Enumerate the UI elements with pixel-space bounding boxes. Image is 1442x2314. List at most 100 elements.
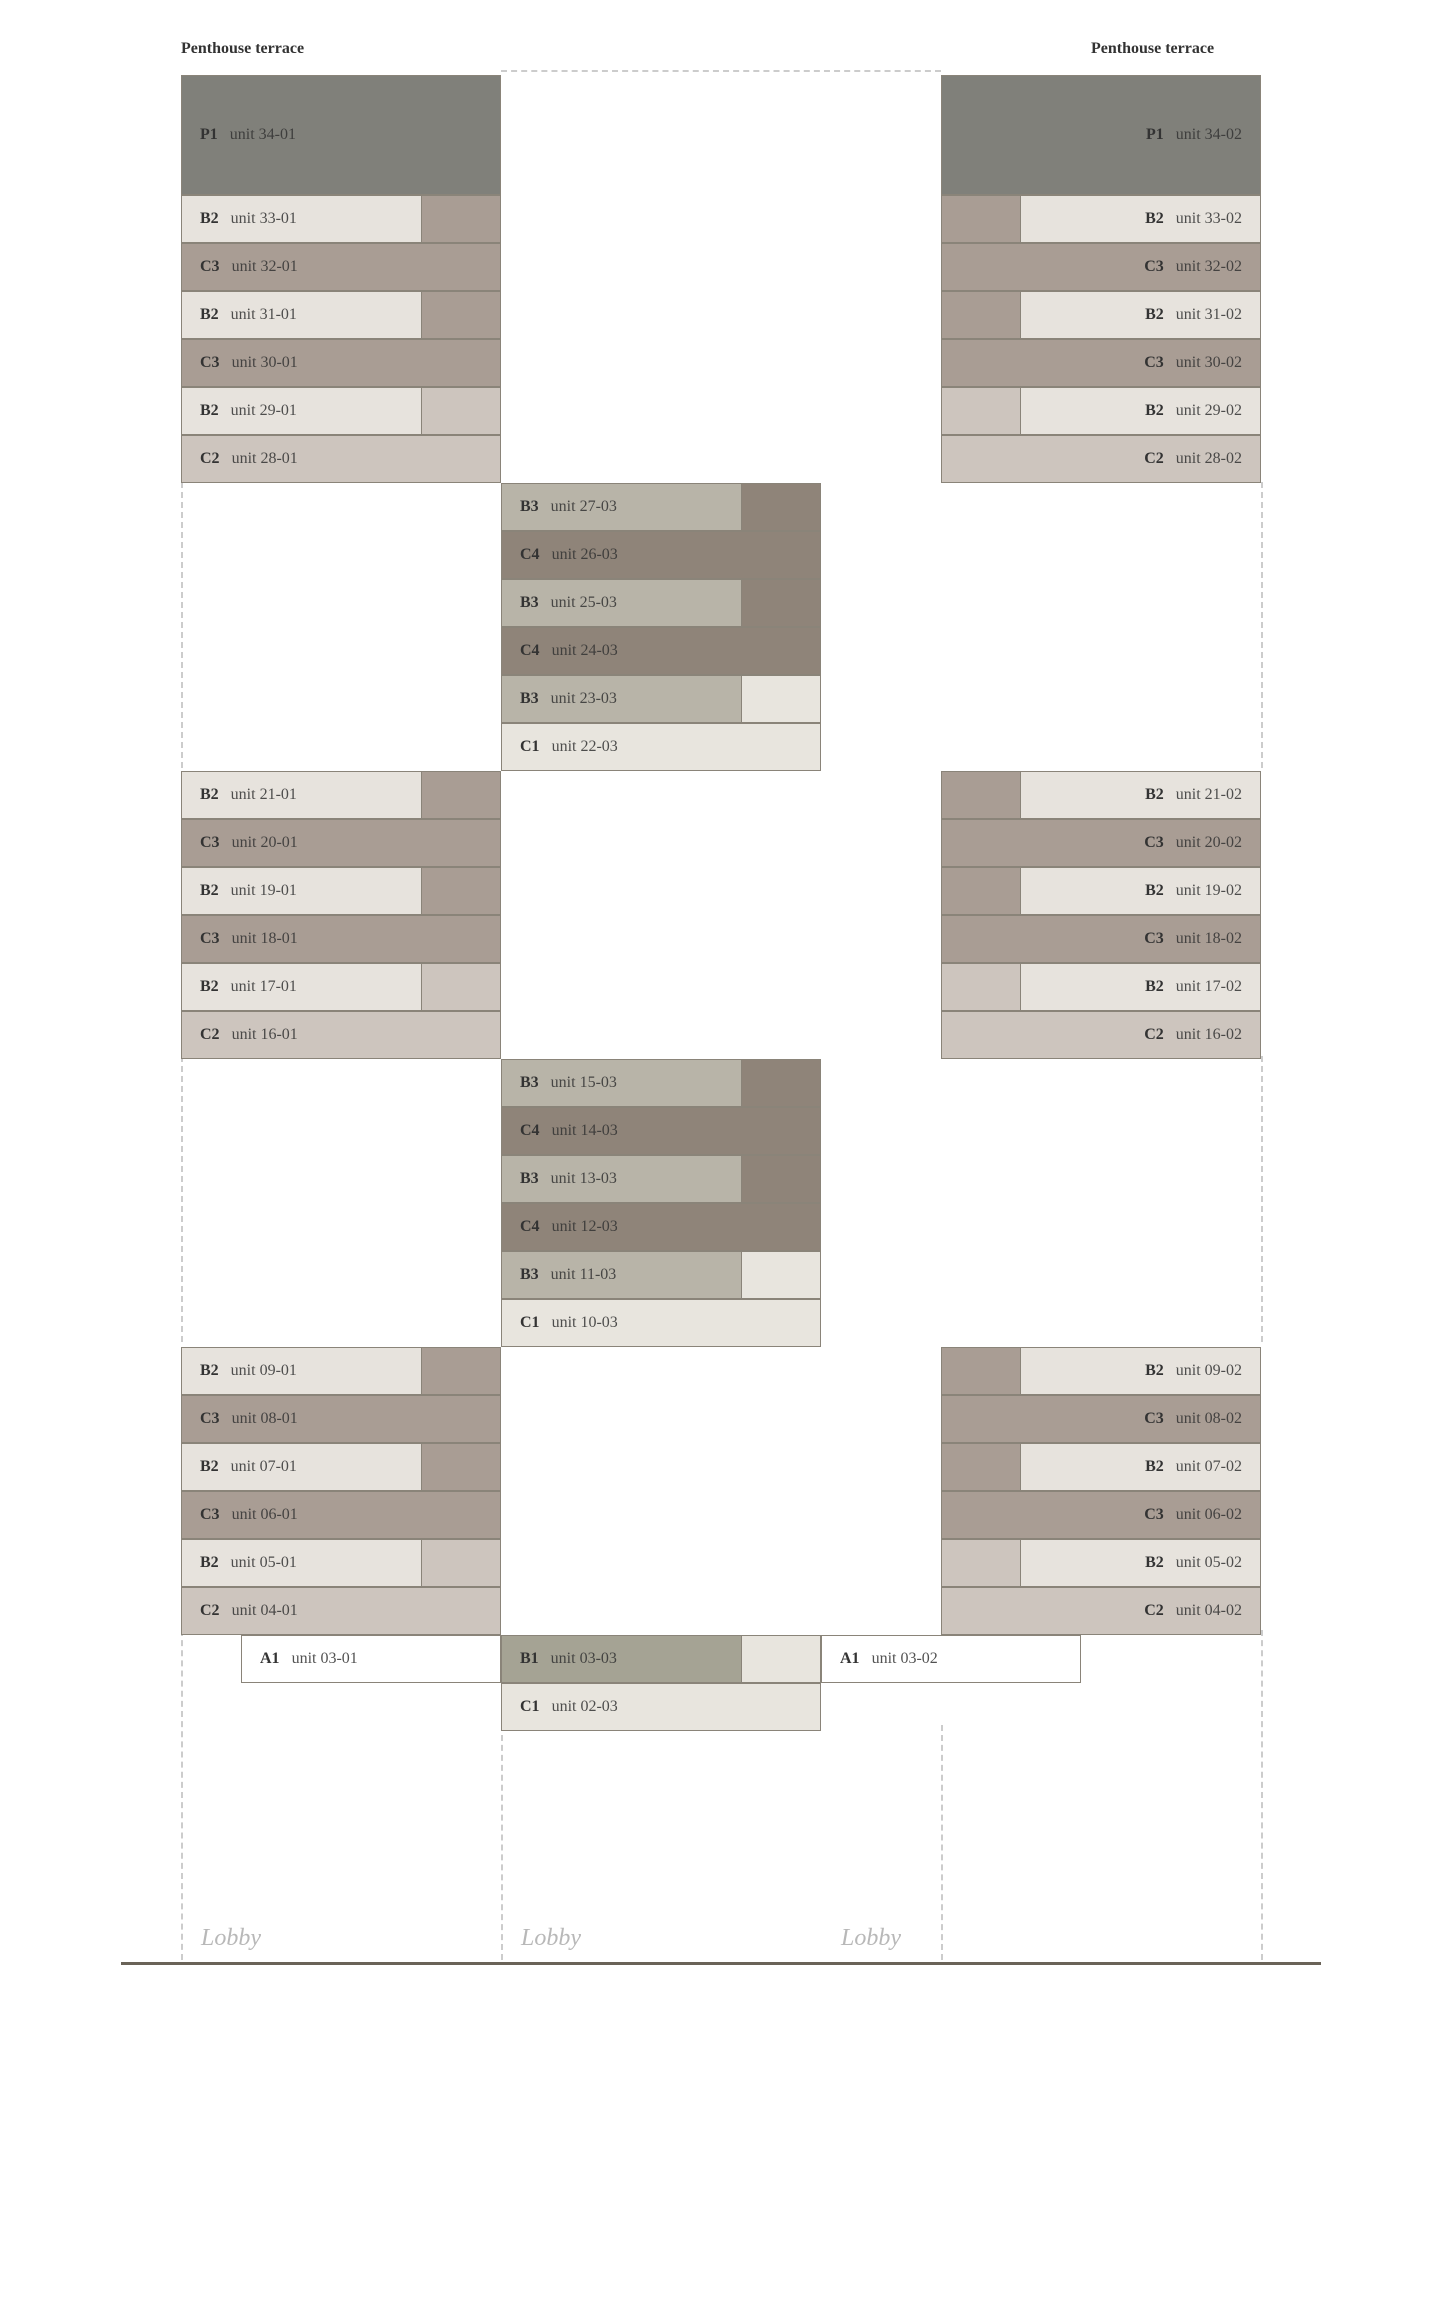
- unit-type-label: C1: [520, 1314, 540, 1332]
- unit-type-label: B2: [200, 1554, 219, 1572]
- unit-type-label: B3: [520, 690, 539, 708]
- unit-id-label: unit 19-02: [1176, 882, 1242, 900]
- unit-cell: A1 unit 03-02: [821, 1635, 1081, 1683]
- unit-cell: B2unit 09-02: [941, 1347, 1261, 1395]
- unit-id-label: unit 29-02: [1176, 402, 1242, 420]
- unit-id-label: unit 20-02: [1176, 834, 1242, 852]
- unit-cell: C3unit 18-01: [181, 915, 501, 963]
- unit-id-label: unit 34-01: [230, 126, 296, 144]
- dashed-line-vertical: [181, 482, 183, 768]
- unit-id-label: unit 10-03: [552, 1314, 618, 1332]
- unit-id-label: unit 09-01: [231, 1362, 297, 1380]
- lobby-label: Lobby: [841, 1925, 901, 1952]
- unit-type-label: B2: [1145, 1362, 1164, 1380]
- unit-type-label: C2: [1144, 450, 1164, 468]
- unit-id-label: unit 17-01: [231, 978, 297, 996]
- unit-cell: B2unit 17-01: [181, 963, 501, 1011]
- ground-line: [121, 1962, 1321, 1965]
- unit-id-label: unit 19-01: [231, 882, 297, 900]
- unit-cell: B2unit 19-01: [181, 867, 501, 915]
- unit-id-label: unit 05-01: [231, 1554, 297, 1572]
- unit-cell: B2 unit 07-01: [181, 1443, 501, 1491]
- unit-type-label: B2: [1145, 210, 1164, 228]
- unit-type-label: B2: [200, 210, 219, 228]
- unit-id-label: unit 22-03: [552, 738, 618, 756]
- unit-id-label: unit 03-02: [872, 1650, 938, 1668]
- unit-id-label: unit 24-03: [552, 642, 618, 660]
- unit-cell: C3unit 20-02: [941, 819, 1261, 867]
- unit-type-label: A1: [840, 1650, 860, 1668]
- unit-type-label: C3: [200, 258, 220, 276]
- unit-type-label: C3: [200, 930, 220, 948]
- unit-cell: B2unit 29-02: [941, 387, 1261, 435]
- unit-cell: C3unit 30-01: [181, 339, 501, 387]
- unit-id-label: unit 13-03: [551, 1170, 617, 1188]
- dashed-line-vertical: [181, 1056, 183, 1342]
- unit-cell: C3unit 20-01: [181, 819, 501, 867]
- unit-type-label: B3: [520, 1170, 539, 1188]
- unit-type-label: P1: [200, 126, 218, 144]
- unit-cell: C2unit 16-01: [181, 1011, 501, 1059]
- lobby-label: Lobby: [201, 1925, 261, 1952]
- unit-cell: C4unit 12-03: [501, 1203, 821, 1251]
- unit-id-label: unit 08-01: [232, 1410, 298, 1428]
- unit-cell: C1 unit 10-03: [501, 1299, 821, 1347]
- unit-cell: B2unit 17-02: [941, 963, 1261, 1011]
- unit-id-label: unit 07-01: [231, 1458, 297, 1476]
- unit-cell: P1 unit 34-01: [181, 75, 501, 195]
- unit-type-label: C3: [1144, 1506, 1164, 1524]
- lobby-label: Lobby: [521, 1925, 581, 1952]
- unit-cell: B3unit 11-03: [501, 1251, 821, 1299]
- unit-cell: C3 unit 08-01: [181, 1395, 501, 1443]
- unit-type-label: B2: [1145, 882, 1164, 900]
- unit-type-label: B3: [520, 1266, 539, 1284]
- unit-type-label: C3: [200, 1506, 220, 1524]
- unit-type-label: C2: [200, 1602, 220, 1620]
- unit-cell: B2unit 29-01: [181, 387, 501, 435]
- dashed-line-top: [501, 70, 941, 72]
- unit-cell: A1 unit 03-01: [241, 1635, 501, 1683]
- unit-id-label: unit 33-01: [231, 210, 297, 228]
- unit-id-label: unit 03-03: [551, 1650, 617, 1668]
- unit-type-label: A1: [260, 1650, 280, 1668]
- unit-cell: C3unit 32-01: [181, 243, 501, 291]
- unit-type-label: C4: [520, 642, 540, 660]
- unit-id-label: unit 18-02: [1176, 930, 1242, 948]
- unit-cell: B2unit 33-02: [941, 195, 1261, 243]
- unit-cell: C4 unit 24-03: [501, 627, 821, 675]
- unit-id-label: unit 16-01: [232, 1026, 298, 1044]
- unit-type-label: B2: [200, 1458, 219, 1476]
- unit-type-label: C4: [520, 546, 540, 564]
- unit-id-label: unit 03-01: [292, 1650, 358, 1668]
- unit-cell: B3unit 25-03: [501, 579, 821, 627]
- unit-id-label: unit 26-03: [552, 546, 618, 564]
- unit-type-label: C3: [200, 1410, 220, 1428]
- unit-cell: C3unit 06-01: [181, 1491, 501, 1539]
- terrace-label: Penthouse terrace: [181, 40, 304, 58]
- unit-cell: C4 unit 26-03: [501, 531, 821, 579]
- unit-cell: C2 unit 28-02: [941, 435, 1261, 483]
- unit-type-label: C1: [520, 738, 540, 756]
- unit-id-label: unit 23-03: [551, 690, 617, 708]
- unit-id-label: unit 28-02: [1176, 450, 1242, 468]
- unit-type-label: P1: [1146, 126, 1164, 144]
- unit-id-label: unit 34-02: [1176, 126, 1242, 144]
- unit-type-label: B3: [520, 498, 539, 516]
- terrace-label: Penthouse terrace: [1091, 40, 1214, 58]
- unit-type-label: C4: [520, 1122, 540, 1140]
- unit-type-label: C3: [200, 354, 220, 372]
- unit-cell: C3unit 30-02: [941, 339, 1261, 387]
- unit-cell: C3unit 32-02: [941, 243, 1261, 291]
- dashed-line-vertical: [1261, 1056, 1263, 1342]
- unit-cell: B3 unit 23-03: [501, 675, 821, 723]
- unit-type-label: B2: [1145, 1458, 1164, 1476]
- unit-cell: B2 unit 19-02: [941, 867, 1261, 915]
- unit-cell: B2 unit 05-01: [181, 1539, 501, 1587]
- unit-id-label: unit 29-01: [231, 402, 297, 420]
- dashed-line-vertical: [941, 1725, 943, 1960]
- unit-id-label: unit 04-02: [1176, 1602, 1242, 1620]
- unit-type-label: B2: [1145, 1554, 1164, 1572]
- unit-type-label: C3: [1144, 930, 1164, 948]
- unit-cell: C2unit 04-01: [181, 1587, 501, 1635]
- unit-type-label: B2: [200, 1362, 219, 1380]
